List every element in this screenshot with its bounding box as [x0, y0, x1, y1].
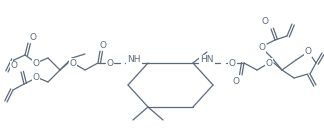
Text: O: O — [259, 43, 265, 53]
Text: O: O — [233, 77, 239, 85]
Text: O: O — [70, 58, 76, 68]
Text: O: O — [265, 58, 272, 68]
Text: O: O — [261, 18, 269, 26]
Text: O: O — [228, 58, 236, 68]
Text: O: O — [29, 33, 37, 41]
Text: O: O — [99, 40, 107, 50]
Text: O: O — [305, 48, 311, 57]
Text: HN: HN — [200, 55, 214, 65]
Text: NH: NH — [127, 55, 141, 65]
Text: O: O — [32, 72, 40, 82]
Text: O: O — [32, 58, 40, 68]
Text: O: O — [107, 58, 113, 68]
Text: O: O — [10, 62, 17, 70]
